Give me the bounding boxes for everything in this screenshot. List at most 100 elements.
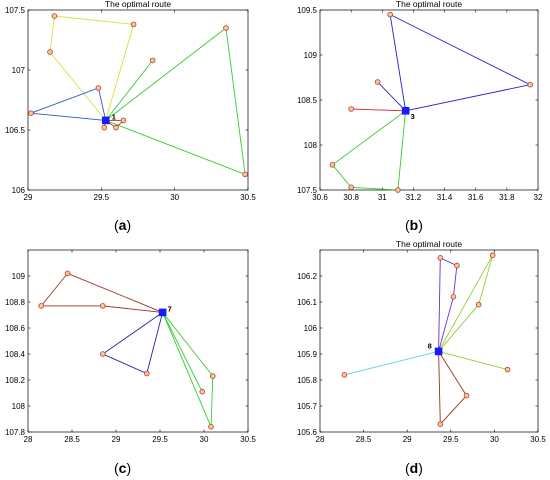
depot-marker (434, 347, 443, 356)
y-tick-label: 108.2 (5, 376, 26, 385)
y-tick-label: 108.4 (5, 350, 26, 359)
y-tick-label: 108.8 (5, 298, 26, 307)
panel-c-chart: 28 28.5 29 29.5 30 30.5 107.8 108 108.2 108.4 108.… (5, 249, 256, 444)
x-tick-label: 29 (24, 193, 33, 202)
chart-title: The optimal route (396, 0, 462, 9)
caption-d: (d) (405, 460, 423, 476)
y-tick-label: 109 (12, 272, 26, 281)
plot-area (319, 9, 539, 191)
x-tick-label: 31.8 (499, 193, 515, 202)
customer-point (38, 303, 44, 309)
route-line (438, 254, 494, 352)
customer-point (100, 351, 106, 357)
customer-point (144, 370, 150, 377)
customer-point (120, 117, 127, 124)
y-tick-label: 107.8 (5, 428, 26, 437)
route-line (30, 87, 107, 121)
plot-area (27, 249, 249, 433)
depot-marker (158, 308, 167, 317)
x-tick-label: 28.5 (64, 435, 80, 444)
panel-a-chart: The optimal route 29 29.5 30 30.5 106 106.5 107… (5, 0, 256, 202)
customer-point (341, 371, 348, 378)
route-line (438, 351, 468, 426)
customer-point (454, 262, 460, 269)
caption-c: (c) (114, 460, 131, 476)
y-tick-label: 105.6 (297, 428, 318, 437)
customer-point (489, 252, 496, 259)
x-tick-label: 29 (403, 435, 412, 444)
customer-point (504, 366, 511, 373)
y-tick-label: 106.2 (297, 272, 318, 281)
x-tick-label: 31 (378, 193, 387, 202)
customer-point (149, 57, 156, 64)
x-tick-label: 31.4 (437, 193, 453, 202)
customer-point (463, 392, 470, 399)
y-tick-label: 106 (12, 186, 26, 195)
y-tick-label: 109 (304, 51, 318, 60)
y-tick-label: 106 (304, 324, 318, 333)
customer-point (437, 421, 444, 428)
customer-point (450, 293, 457, 300)
panel-b-chart: The optimal route 30.6 30.8 31 31.2 31.4 31.6 3… (297, 0, 543, 202)
y-tick-label: 107.5 (297, 186, 318, 195)
customer-point (223, 25, 229, 31)
customer-point (95, 85, 102, 91)
customer-point (329, 162, 336, 168)
customer-point (437, 254, 444, 261)
depot-label: 7 (168, 304, 172, 313)
x-tick-label: 30 (490, 435, 499, 444)
depot-label: 1 (112, 112, 116, 121)
customer-point (348, 184, 354, 191)
customer-point (130, 21, 137, 28)
chart-title: The optimal route (105, 0, 171, 9)
customer-point (374, 79, 381, 85)
customer-point (242, 171, 248, 178)
x-tick-label: 29.5 (152, 435, 168, 444)
x-tick-label: 30 (170, 193, 179, 202)
customer-point (199, 388, 206, 395)
customer-point (395, 187, 401, 193)
customer-point (113, 124, 119, 131)
panel-d-chart: The optimal route 28 28.5 29 29.5 30 30.5 105.6… (297, 239, 546, 444)
x-tick-label: 28 (316, 435, 325, 444)
y-tick-label: 108 (304, 141, 318, 150)
route-line (105, 119, 125, 129)
x-tick-label: 29.5 (443, 435, 459, 444)
x-tick-label: 30.5 (240, 193, 256, 202)
x-tick-label: 31.2 (406, 193, 422, 202)
x-tick-label: 29 (112, 435, 121, 444)
caption-b: (b) (405, 217, 423, 233)
customer-point (208, 423, 214, 430)
y-tick-label: 107.5 (5, 6, 26, 15)
customer-point (527, 81, 534, 88)
customer-point (475, 301, 482, 308)
route-line (101, 312, 164, 375)
x-tick-label: 30.6 (312, 193, 328, 202)
y-tick-label: 108.5 (297, 96, 318, 105)
customer-point (28, 110, 34, 116)
caption-a: (a) (114, 217, 131, 233)
depot-marker (401, 107, 410, 115)
route-line (162, 312, 214, 427)
customer-point (100, 303, 106, 309)
plot-area (319, 249, 539, 433)
customer-point (348, 106, 354, 112)
x-tick-label: 30 (200, 435, 209, 444)
y-tick-label: 105.8 (297, 376, 318, 385)
plot-area (27, 9, 249, 191)
depot-marker (101, 116, 110, 125)
y-tick-label: 107 (12, 66, 26, 75)
y-tick-label: 106.1 (297, 298, 318, 307)
y-tick-label: 105.9 (297, 350, 318, 359)
x-tick-label: 31.6 (468, 193, 484, 202)
x-tick-label: 32 (534, 193, 543, 202)
customer-point (51, 13, 58, 19)
customer-point (64, 270, 71, 277)
y-tick-label: 105.7 (297, 402, 318, 411)
y-tick-label: 109.5 (297, 6, 318, 15)
customer-point (47, 49, 53, 55)
y-tick-label: 108 (12, 402, 26, 411)
x-tick-label: 29.5 (94, 193, 110, 202)
x-tick-label: 30.5 (240, 435, 256, 444)
y-tick-label: 108.6 (5, 324, 26, 333)
